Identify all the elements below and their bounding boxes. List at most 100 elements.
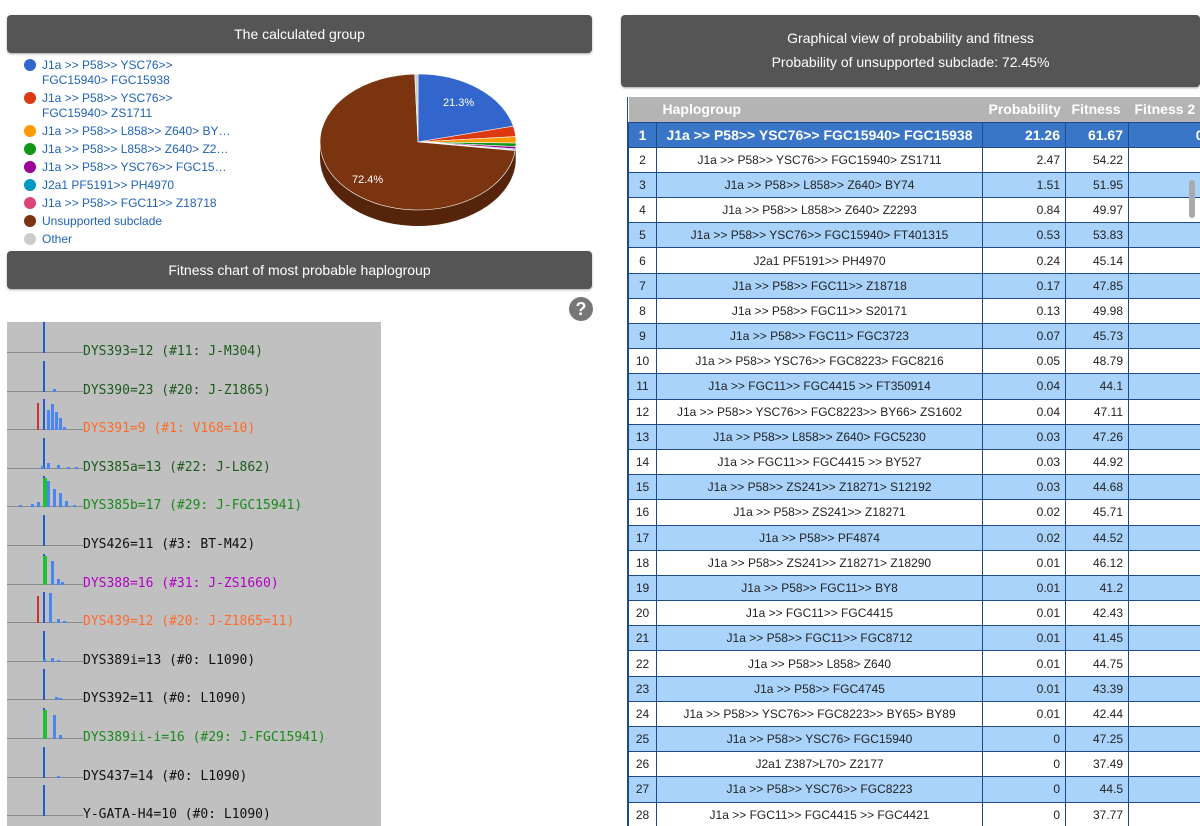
legend-item[interactable]: J1a >> P58>> YSC76>> FGC15940> FGC15938 <box>24 58 244 88</box>
table-row[interactable]: 24 J1a >> P58>> YSC76>> FGC8223>> BY65> B… <box>628 700 1200 728</box>
fitness-bar <box>53 489 56 508</box>
fitness-baseline <box>7 545 83 546</box>
fitness-bar <box>47 481 50 508</box>
table-row[interactable]: 4 J1a >> P58>> L858>> Z640> Z2293 0.84 49.9… <box>628 197 1200 224</box>
col-header-fitness[interactable]: Fitness <box>1065 97 1129 122</box>
fitness-row: DYS439=12 (#20: J-Z1865=11) <box>7 592 381 631</box>
cell-haplogroup: J1a >> P58>> ZS241>> Z18271> Z18290 <box>656 549 983 576</box>
fitness-axis <box>43 592 45 624</box>
fitness-bar <box>73 505 76 508</box>
cell-fitness: 45.14 <box>1065 247 1129 274</box>
cell-fitness2: 0.6 <box>1128 373 1200 400</box>
table-row[interactable]: 14 J1a >> FGC11>> FGC4415 >> BY527 0.03 44.… <box>628 448 1200 476</box>
cell-fitness2: 0.6 <box>1128 625 1200 652</box>
fitness-bar <box>59 418 62 431</box>
cell-fitness2: 0.6 <box>1128 776 1200 803</box>
table-scrollbar-thumb[interactable] <box>1189 180 1195 218</box>
fitness-bar <box>37 502 40 508</box>
cell-haplogroup: J1a >> P58>> YSC76>> FGC15940> ZS1711 <box>656 146 983 173</box>
legend-item[interactable]: J1a >> P58>> L858>> Z640> Z2… <box>24 142 244 157</box>
fitness-label: DYS390=23 (#20: J-Z1865) <box>83 382 271 398</box>
table-row[interactable]: 12 J1a >> P58>> YSC76>> FGC8223>> BY66> Z… <box>628 398 1200 425</box>
cell-rank: 8 <box>628 297 657 325</box>
cell-fitness: 47.25 <box>1065 725 1129 753</box>
table-row-selected[interactable]: 1 J1a >> P58>> YSC76>> FGC15940> FGC15938… <box>628 121 1200 148</box>
fitness-marker-green <box>43 555 47 585</box>
cell-probability: 0 <box>982 725 1066 753</box>
pie-slice[interactable] <box>414 73 419 143</box>
cell-fitness: 44.5 <box>1065 776 1129 803</box>
cell-haplogroup: J1a >> P58>> FGC11>> BY8 <box>656 574 983 602</box>
legend-item[interactable]: J1a >> P58>> YSC76>> FGC15… <box>24 160 244 175</box>
cell-fitness: 46.12 <box>1065 549 1129 576</box>
cell-rank: 20 <box>628 600 657 627</box>
cell-probability: 0.04 <box>982 398 1066 425</box>
legend-item[interactable]: J2a1 PF5191>> PH4970 <box>24 178 244 193</box>
cell-fitness: 44.75 <box>1065 650 1129 677</box>
table-row[interactable]: 2 J1a >> P58>> YSC76>> FGC15940> ZS1711 2.… <box>628 146 1200 173</box>
col-header-haplogroup[interactable]: Haplogroup <box>656 97 983 122</box>
fitness-bar <box>51 657 54 662</box>
cell-rank: 17 <box>628 524 657 551</box>
fitness-marker-green <box>43 478 47 508</box>
legend-item[interactable]: Other <box>24 232 244 247</box>
cell-probability: 0.07 <box>982 322 1066 350</box>
legend-item[interactable]: J1a >> P58>> L858>> Z640> BY… <box>24 124 244 139</box>
table-row[interactable]: 11 J1a >> FGC11>> FGC4415 >> FT350914 0.04… <box>628 373 1200 400</box>
fitness-marker-red <box>37 403 39 431</box>
cell-fitness2: 0.8 <box>1128 197 1200 224</box>
fitness-bar <box>63 427 66 431</box>
cell-fitness2: 0.5 <box>1128 801 1200 826</box>
cell-probability: 0.13 <box>982 297 1066 325</box>
table-row[interactable]: 10 J1a >> P58>> YSC76>> FGC8223> FGC8216 0… <box>628 348 1200 375</box>
cell-fitness2: 0.7 <box>1128 675 1200 702</box>
table-row[interactable]: 18 J1a >> P58>> ZS241>> Z18271> Z18290 0.0… <box>628 549 1200 576</box>
cell-rank: 23 <box>628 675 657 702</box>
cell-fitness2: 0.6 <box>1128 650 1200 677</box>
cell-fitness: 43.39 <box>1065 675 1129 702</box>
col-header-probability[interactable]: Probability <box>982 97 1066 122</box>
cell-probability: 0.01 <box>982 700 1066 728</box>
table-row[interactable]: 13 J1a >> P58>> L858>> Z640> FGC5230 0.03 4… <box>628 423 1200 450</box>
fitness-baseline <box>7 776 83 778</box>
col-header-rank[interactable] <box>628 97 657 122</box>
cell-rank: 27 <box>628 776 657 803</box>
legend-label: Other <box>42 232 73 246</box>
fitness-label: DYS385b=17 (#29: J-FGC15941) <box>83 498 303 514</box>
cell-rank: 3 <box>628 171 657 199</box>
cell-fitness2: 0.9 <box>1128 146 1200 173</box>
pie-slice[interactable] <box>319 73 516 211</box>
cell-probability: 0 <box>982 801 1066 826</box>
question-circle-icon[interactable]: ? <box>569 297 593 321</box>
legend-item[interactable]: J1a >> P58>> YSC76>> FGC15940> ZS1711 <box>24 91 244 121</box>
table-row[interactable]: 28 J1a >> FGC11>> FGC4415 >> FGC4421 0 37.7… <box>628 801 1200 826</box>
haplogroup-table-container[interactable]: Haplogroup Probability Fitness Fitness 2… <box>627 97 1200 826</box>
legend-swatch <box>24 92 36 104</box>
cell-haplogroup: J2a1 Z387>L70> Z2177 <box>656 751 983 778</box>
cell-haplogroup: J1a >> FGC11>> FGC4415 >> FGC4421 <box>656 801 983 826</box>
calculated-group-title: The calculated group <box>234 26 365 42</box>
col-header-fitness2[interactable]: Fitness 2 <box>1128 97 1200 122</box>
table-row[interactable]: 15 J1a >> P58>> ZS241>> Z18271> S12192 0.0… <box>628 474 1200 501</box>
cell-haplogroup: J1a >> P58>> YSC76> FGC15940 <box>656 725 983 753</box>
cell-fitness: 44.52 <box>1065 524 1129 551</box>
legend-item[interactable]: Unsupported subclade <box>24 214 244 229</box>
legend-item[interactable]: J1a >> P58>> FGC11>> Z18718 <box>24 196 244 211</box>
table-row[interactable]: 5 J1a >> P58>> YSC76>> FGC15940> FT401315… <box>628 222 1200 249</box>
pie-slice[interactable] <box>417 73 514 143</box>
table-row[interactable]: 3 J1a >> P58>> L858>> Z640> BY74 1.51 51.95… <box>628 171 1200 199</box>
